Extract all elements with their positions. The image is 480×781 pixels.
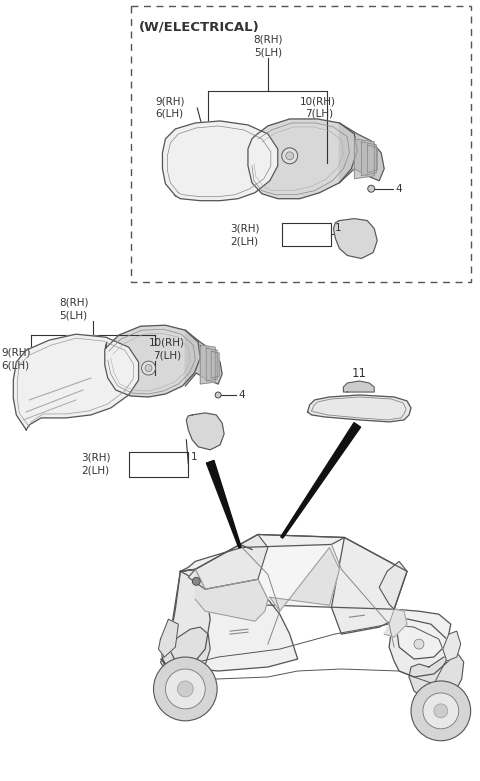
- Polygon shape: [180, 534, 344, 572]
- Polygon shape: [162, 121, 278, 201]
- Polygon shape: [394, 609, 451, 659]
- Polygon shape: [206, 348, 217, 381]
- Circle shape: [192, 577, 200, 585]
- Circle shape: [434, 704, 448, 718]
- Polygon shape: [443, 631, 461, 661]
- Text: 2(LH): 2(LH): [81, 465, 109, 476]
- Circle shape: [166, 669, 205, 709]
- Polygon shape: [361, 142, 376, 176]
- Circle shape: [145, 365, 152, 372]
- Polygon shape: [308, 395, 411, 422]
- Circle shape: [282, 148, 298, 164]
- Polygon shape: [367, 145, 377, 173]
- Text: 8(RH): 8(RH): [253, 34, 283, 45]
- Text: 7(LH): 7(LH): [305, 109, 333, 119]
- Polygon shape: [339, 123, 384, 183]
- Polygon shape: [211, 351, 219, 378]
- Polygon shape: [188, 534, 268, 590]
- Polygon shape: [200, 345, 215, 384]
- Circle shape: [423, 693, 459, 729]
- Polygon shape: [158, 619, 179, 657]
- Polygon shape: [281, 423, 360, 538]
- Polygon shape: [379, 562, 407, 609]
- Circle shape: [178, 681, 193, 697]
- Text: 5(LH): 5(LH): [254, 47, 282, 57]
- Polygon shape: [168, 569, 298, 671]
- Text: 10(RH): 10(RH): [300, 96, 336, 106]
- Text: 8(RH): 8(RH): [59, 298, 88, 307]
- Text: 3(RH): 3(RH): [81, 453, 110, 463]
- Polygon shape: [343, 381, 374, 392]
- Text: 4: 4: [238, 390, 245, 400]
- Polygon shape: [409, 652, 464, 701]
- Text: (W/ELECTRICAL): (W/ELECTRICAL): [139, 20, 259, 34]
- Text: 4: 4: [395, 184, 402, 194]
- Polygon shape: [248, 119, 357, 198]
- Polygon shape: [332, 537, 451, 677]
- Polygon shape: [334, 219, 377, 259]
- Polygon shape: [160, 627, 210, 679]
- Polygon shape: [384, 609, 407, 637]
- Polygon shape: [185, 330, 222, 386]
- Text: 9(RH): 9(RH): [156, 96, 185, 106]
- Circle shape: [368, 185, 375, 192]
- Text: 7(LH): 7(LH): [154, 350, 181, 360]
- Circle shape: [286, 152, 294, 160]
- Circle shape: [411, 681, 471, 740]
- Text: 9(RH): 9(RH): [1, 347, 31, 357]
- Circle shape: [142, 361, 156, 375]
- Text: 6(LH): 6(LH): [1, 360, 29, 370]
- Text: 5(LH): 5(LH): [59, 310, 87, 320]
- Text: 1: 1: [335, 223, 341, 233]
- Text: 3(RH): 3(RH): [230, 223, 260, 234]
- Polygon shape: [160, 569, 210, 671]
- Polygon shape: [270, 547, 339, 612]
- Text: 2(LH): 2(LH): [230, 237, 258, 247]
- Polygon shape: [13, 334, 139, 430]
- Text: 11: 11: [352, 367, 367, 380]
- Polygon shape: [186, 413, 224, 450]
- Polygon shape: [206, 461, 241, 547]
- Text: 10(RH): 10(RH): [148, 337, 184, 348]
- Circle shape: [154, 657, 217, 721]
- Polygon shape: [354, 139, 374, 179]
- Text: 1: 1: [192, 451, 198, 462]
- Polygon shape: [180, 534, 407, 609]
- Text: 6(LH): 6(LH): [156, 109, 184, 119]
- Polygon shape: [105, 325, 200, 397]
- Circle shape: [414, 639, 424, 649]
- Polygon shape: [195, 569, 268, 621]
- Circle shape: [215, 392, 221, 398]
